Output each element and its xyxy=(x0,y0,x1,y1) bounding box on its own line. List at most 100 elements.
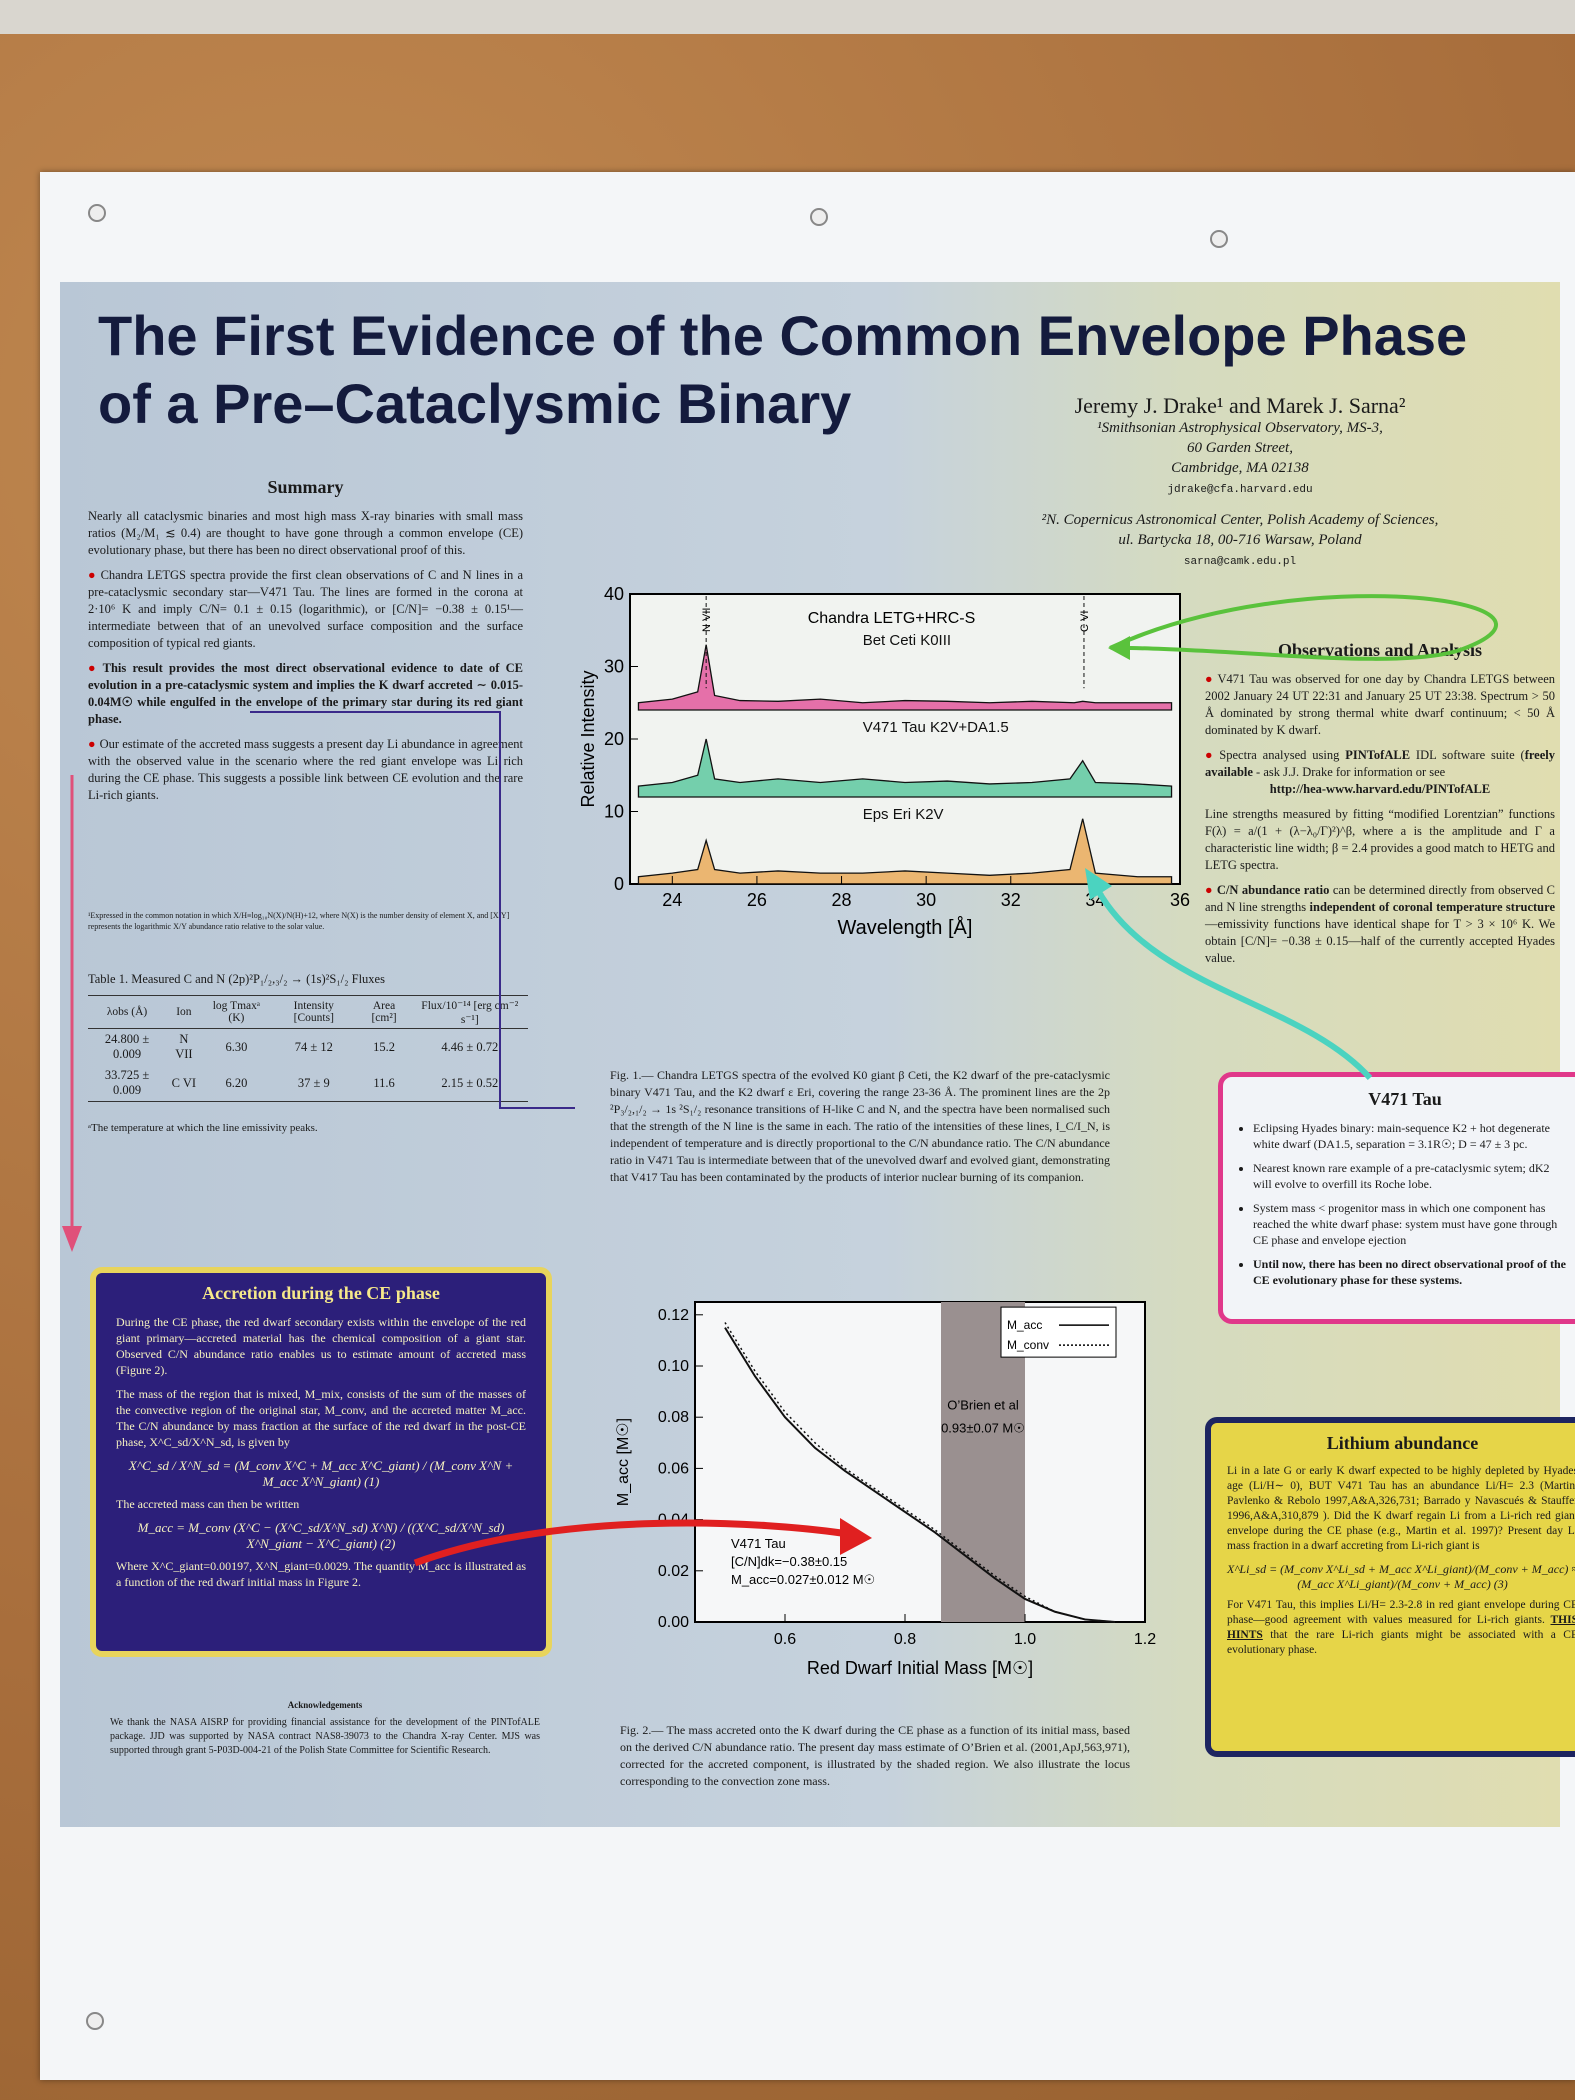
x-tick-label: 1.2 xyxy=(1134,1631,1156,1648)
x-tick-label: 1.0 xyxy=(1014,1631,1036,1648)
table-cell: 4.46 ± 0.72 xyxy=(441,1039,499,1054)
accretion-paragraph: During the CE phase, the red dwarf secon… xyxy=(116,1315,526,1377)
y-tick-label: 0.10 xyxy=(658,1358,689,1375)
bullet-icon: ● xyxy=(1205,672,1214,686)
y-tick-label: 0.08 xyxy=(658,1409,689,1426)
table-1: Table 1. Measured C and N (2p)²P₁/₂,₃/₂ … xyxy=(88,972,528,1134)
affil1-line: 60 Garden Street, xyxy=(1187,440,1293,456)
ack-text: We thank the NASA AISRP for providing fi… xyxy=(110,1717,540,1756)
line-marker-label: C VI xyxy=(1079,611,1091,632)
summary-text: This result provides the most direct obs… xyxy=(88,661,523,726)
y-axis-label: M_acc [M☉] xyxy=(615,1418,632,1506)
x-tick-label: 26 xyxy=(747,890,767,910)
author-block: Jeremy J. Drake¹ and Marek J. Sarna² ¹Sm… xyxy=(960,394,1520,574)
series-label: V471 Tau K2V+DA1.5 xyxy=(863,719,1009,736)
wall-frame xyxy=(0,0,1575,34)
ack-heading: Acknowledgements xyxy=(287,1700,363,1710)
table-header-cell: Intensity [Counts] xyxy=(271,995,357,1029)
affil1-line: Cambridge, MA 02138 xyxy=(1171,460,1309,476)
affil2-line: ul. Bartycka 18, 00-716 Warsaw, Poland xyxy=(1118,532,1362,548)
table-cell: 2.15 ± 0.52 xyxy=(411,1065,528,1102)
affil2-line: ²N. Copernicus Astronomical Center, Poli… xyxy=(1041,512,1439,528)
affiliation-1: ¹Smithsonian Astrophysical Observatory, … xyxy=(960,418,1520,478)
equation-text: X^C_sd / X^N_sd = (M_conv X^C + M_acc X^… xyxy=(128,1458,514,1489)
equation-text: M_acc = M_conv (X^C − (X^C_sd/X^N_sd) X^… xyxy=(137,1520,505,1551)
affiliation-2: ²N. Copernicus Astronomical Center, Poli… xyxy=(960,510,1520,550)
series-label: Bet Ceti K0III xyxy=(863,632,951,649)
summary-text: Our estimate of the accreted mass sugges… xyxy=(88,737,523,802)
spectrum-series xyxy=(637,644,1173,711)
x-tick-label: 32 xyxy=(1001,890,1021,910)
table-header-cell: λobs (Å) xyxy=(88,995,167,1029)
obs-text: —emissivity functions have identical sha… xyxy=(1205,917,1555,965)
accretion-box: Accretion during the CE phase During the… xyxy=(90,1267,552,1657)
mass-series xyxy=(724,1327,1116,1623)
lithium-text: THIS HINTS xyxy=(1227,1614,1575,1641)
figure-2-caption: Fig. 2.— The mass accreted onto the K dw… xyxy=(620,1723,1130,1788)
acknowledgements: Acknowledgements We thank the NASA AISRP… xyxy=(110,1700,540,1758)
obs-paragraph: Line strengths measured by fitting “modi… xyxy=(1205,807,1555,872)
y-tick-label: 0.06 xyxy=(658,1460,689,1477)
summary-footnote: ¹Expressed in the common notation in whi… xyxy=(88,911,510,931)
table-header-row: λobs (Å) Ion log Tmaxᵃ (K) Intensity [Count… xyxy=(88,995,528,1029)
x-axis-label: Red Dwarf Initial Mass [M☉] xyxy=(807,1658,1033,1678)
table-cell: 74 ± 12 xyxy=(294,1039,333,1054)
obs-text: IDL software suite ( xyxy=(1410,748,1525,762)
spectrum-series xyxy=(637,818,1173,885)
v471-list: Eclipsing Hyades binary: main-sequence K… xyxy=(1239,1120,1571,1288)
table-header-cell: log Tmaxᵃ (K) xyxy=(201,995,272,1029)
y-tick-label: 30 xyxy=(604,657,624,677)
series-label: Eps Eri K2V xyxy=(863,806,944,823)
mass-series xyxy=(724,1322,1116,1623)
lithium-paragraph: For V471 Tau, this implies Li/H= 2.3-2.8… xyxy=(1227,1598,1575,1658)
lithium-box: Lithium abundance Li in a late G or earl… xyxy=(1205,1417,1575,1757)
lithium-text: For V471 Tau, this implies Li/H= 2.3-2.8… xyxy=(1227,1599,1575,1626)
list-item: Eclipsing Hyades binary: main-sequence K… xyxy=(1253,1120,1571,1152)
x-tick-label: 28 xyxy=(832,890,852,910)
lithium-paragraph: Li in a late G or early K dwarf expected… xyxy=(1227,1465,1575,1552)
y-tick-label: 40 xyxy=(604,584,624,604)
mass-chart: O’Brien et al 0.93±0.07 M☉ M_acc M_conv V471… xyxy=(615,1301,1156,1678)
chart-annotation: V471 Tau xyxy=(731,1536,786,1551)
y-tick-label: 0.00 xyxy=(658,1614,689,1631)
obs-paragraph: ● C/N abundance ratio can be determined d… xyxy=(1205,882,1555,967)
spectrum-series xyxy=(637,738,1173,798)
legend-box xyxy=(1000,1306,1117,1358)
table-caption: Table 1. Measured C and N (2p)²P₁/₂,₃/₂ … xyxy=(88,972,385,986)
figure-1-caption: Fig. 1.— Chandra LETGS spectra of the ev… xyxy=(610,1068,1110,1184)
y-tick-label: 20 xyxy=(604,729,624,749)
shaded-label: 0.93±0.07 M☉ xyxy=(941,1421,1025,1436)
obs-text: independent of coronal temperature struc… xyxy=(1309,900,1555,914)
table-cell: 6.20 xyxy=(201,1065,272,1102)
table-cell: 33.725 ± 0.009 xyxy=(88,1065,167,1102)
line-marker-label: N VII xyxy=(701,608,713,632)
accretion-paragraph: Where X^C_giant=0.00197, X^N_giant=0.002… xyxy=(116,1559,526,1589)
obs-paragraph: ● V471 Tau was observed for one day by Ch… xyxy=(1205,671,1555,739)
table-cell: 11.6 xyxy=(356,1065,412,1102)
table-cell: 37 ± 9 xyxy=(271,1065,357,1102)
pin-icon xyxy=(1210,230,1228,248)
pin-icon xyxy=(810,208,828,226)
x-tick-label: 34 xyxy=(1085,890,1105,910)
table-row: 33.725 ± 0.009 C VI 6.20 37 ± 9 11.6 2.15 ± 0… xyxy=(88,1065,528,1102)
email-1: jdrake@cfa.harvard.edu xyxy=(1167,484,1313,496)
y-tick-label: 0.04 xyxy=(658,1512,689,1529)
summary-paragraph: ● Our estimate of the accreted mass sugge… xyxy=(88,736,523,804)
table-note: ᵃThe temperature at which the line emiss… xyxy=(88,1122,318,1134)
summary-heading: Summary xyxy=(267,477,344,497)
summary-paragraph: Nearly all cataclysmic binaries and most… xyxy=(88,509,523,557)
bullet-icon: ● xyxy=(88,661,99,675)
bullet-icon: ● xyxy=(1205,883,1213,897)
table-row: 24.800 ± 0.009 N VII 6.30 74 ± 12 15.2 4.46 ±… xyxy=(88,1029,528,1066)
flux-table: λobs (Å) Ion log Tmaxᵃ (K) Intensity [Count… xyxy=(88,995,528,1102)
equation-2: M_acc = M_conv (X^C − (X^C_sd/X^N_sd) X^… xyxy=(116,1520,526,1552)
pintofale-link[interactable]: http://hea-www.harvard.edu/PINTofALE xyxy=(1269,782,1491,796)
list-item: System mass < progenitor mass in which o… xyxy=(1253,1200,1571,1248)
lithium-text: that the rare Li-rich giants might be as… xyxy=(1227,1629,1575,1656)
obs-text: - ask J.J. Drake for information or see xyxy=(1252,765,1446,779)
table-cell: 6.30 xyxy=(225,1039,248,1054)
x-tick-label: 0.8 xyxy=(894,1631,916,1648)
x-tick-label: 24 xyxy=(662,890,682,910)
accretion-paragraph: The mass of the region that is mixed, M_… xyxy=(116,1387,526,1449)
equation-number: (1) xyxy=(364,1474,380,1489)
